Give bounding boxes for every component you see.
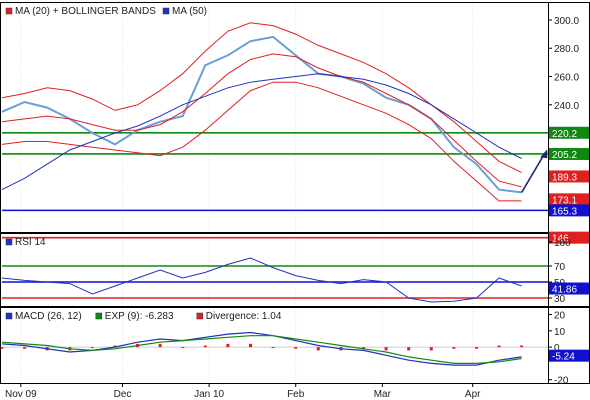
- macd-ytick-label: -20: [554, 376, 569, 387]
- macd-divergence-bar: [316, 347, 320, 351]
- price-ytick-label: 240.0: [554, 101, 579, 112]
- price-value-badge: [549, 193, 589, 206]
- x-tick-label: Jan 10: [194, 389, 224, 400]
- price-series-ma50: [1, 73, 522, 191]
- x-tick-label: Mar: [374, 389, 392, 400]
- price-value-badge-label: 165.3: [552, 206, 577, 217]
- macd-legend-swatch: [5, 312, 13, 320]
- macd-divergence-bar: [0, 347, 4, 349]
- macd-divergence-bar: [361, 347, 365, 349]
- macd-divergence-bar: [452, 347, 456, 349]
- rsi-ytick-label: 30: [554, 294, 566, 305]
- macd-divergence-bar: [226, 343, 230, 348]
- price-legend-label: MA (50): [172, 6, 207, 17]
- macd-value-badge-label: -5.24: [552, 352, 575, 363]
- rsi-value-badge: [549, 282, 589, 295]
- macd-divergence-bar: [474, 347, 478, 349]
- price-value-badge: [549, 170, 589, 183]
- price-ytick-label: 300.0: [554, 16, 579, 27]
- macd-divergence-bar: [520, 345, 524, 348]
- rsi-legend-label: RSI 14: [15, 237, 46, 248]
- trend-arrow-head: [540, 149, 548, 159]
- macd-series-signal: [1, 335, 522, 364]
- macd-divergence-bar: [90, 347, 94, 349]
- rsi-value-badge-label: 41.86: [552, 285, 577, 296]
- x-tick-label: Dec: [114, 389, 132, 400]
- price-ytick-label: 260.0: [554, 73, 579, 84]
- macd-legend-swatch: [196, 312, 204, 320]
- panel-frame-2: [0, 233, 590, 307]
- macd-legend-label: EXP (9): -6.283: [105, 311, 174, 322]
- price-value-badge-label: 173.1: [552, 195, 577, 206]
- price-legend-swatch: [5, 7, 13, 15]
- macd-legend-label: Divergence: 1.04: [206, 311, 282, 322]
- macd-divergence-bar: [113, 345, 117, 348]
- macd-divergence-bar: [181, 347, 185, 349]
- x-tick-label: Nov 09: [5, 389, 37, 400]
- price-series-upper: [1, 22, 522, 174]
- price-value-badge-label: 205.2: [552, 150, 577, 161]
- price-value-badge: [549, 147, 589, 160]
- price-series-lower: [1, 81, 522, 202]
- macd-value-badge: [549, 349, 589, 362]
- macd-divergence-bar: [407, 347, 411, 351]
- price-value-badge: [549, 126, 589, 139]
- macd-ytick-label: 10: [554, 327, 566, 338]
- price-value-badge-label: 146: [552, 234, 569, 245]
- price-legend-swatch: [162, 7, 170, 15]
- price-legend-label: MA (20) + BOLLINGER BANDS: [15, 6, 156, 17]
- price-series-price: [1, 35, 522, 194]
- macd-legend-swatch: [95, 312, 103, 320]
- panel-frame-1: [0, 2, 590, 233]
- panel-frame-3: [0, 307, 590, 384]
- macd-divergence-bar: [294, 347, 298, 349]
- macd-ytick-label: 0: [554, 343, 560, 354]
- trend-arrow: [520, 153, 545, 193]
- macd-divergence-bar: [271, 347, 275, 349]
- rsi-ytick-label: 100: [554, 238, 571, 249]
- macd-ytick-label: 20: [554, 311, 566, 322]
- price-ytick-label: 280.0: [554, 44, 579, 55]
- macd-divergence-bar: [497, 345, 501, 348]
- macd-divergence-bar: [203, 345, 207, 348]
- price-value-badge: [549, 204, 589, 217]
- macd-divergence-bar: [23, 347, 27, 349]
- macd-divergence-bar: [158, 343, 162, 348]
- rsi-ytick-label: 70: [554, 262, 566, 273]
- x-tick-label: Feb: [287, 389, 305, 400]
- price-value-badge: [549, 231, 589, 244]
- macd-legend-label: MACD (26, 12): [15, 311, 82, 322]
- price-value-badge-label: 189.3: [552, 172, 577, 183]
- price-series-ma20: [1, 53, 522, 188]
- macd-divergence-bar: [384, 347, 388, 351]
- x-tick-label: Apr: [465, 389, 481, 400]
- macd-divergence-bar: [429, 347, 433, 351]
- macd-series-macd: [1, 331, 522, 366]
- rsi-series-line: [1, 257, 522, 303]
- macd-divergence-bar: [249, 343, 253, 348]
- rsi-legend-swatch: [5, 238, 13, 246]
- price-value-badge-label: 220.2: [552, 129, 577, 140]
